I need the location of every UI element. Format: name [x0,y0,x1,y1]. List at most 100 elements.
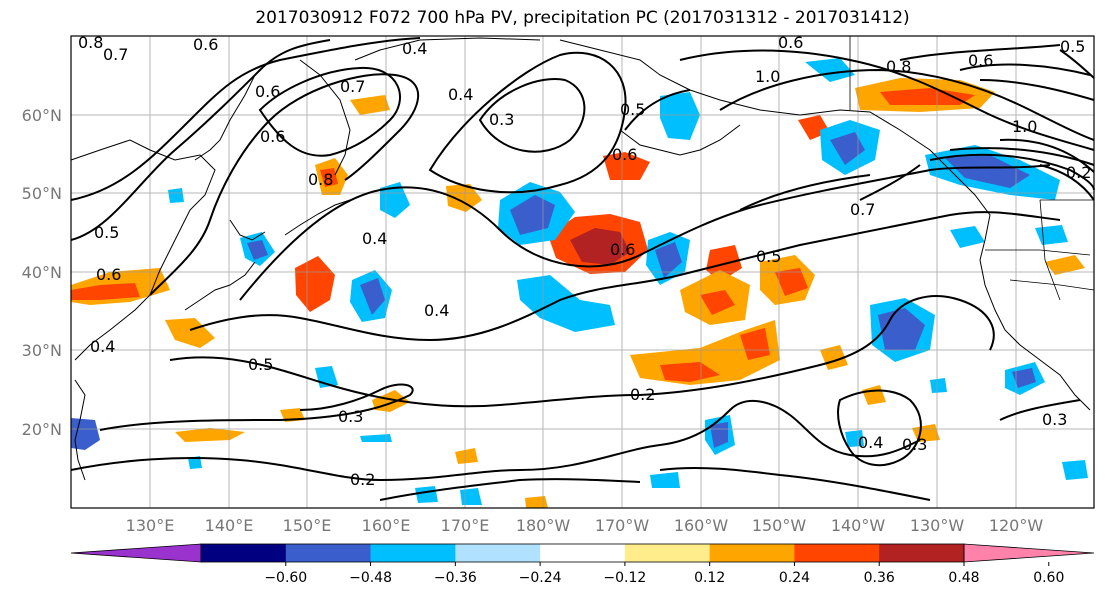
contour-label: 0.4 [424,301,449,320]
contour-label: 0.4 [402,39,427,58]
precip-negative-area [168,188,184,203]
lon-label: 180°W [516,516,571,535]
precip-negative-area [360,434,392,442]
lon-label: 130°E [126,516,175,535]
contour-label: 0.5 [620,100,645,119]
precip-positive-area [570,228,630,265]
precip-negative-area [950,226,985,248]
borders [849,36,1095,301]
contour-label: 0.6 [612,145,637,164]
contour-label: 0.2 [1066,163,1091,182]
contour-label: 0.8 [308,170,333,189]
lon-label: 170°E [441,516,490,535]
contour-label: 0.6 [968,51,993,70]
colorbar-segment [201,544,287,562]
colorbar-tick-label: −0.24 [519,570,562,586]
colorbar-segment [455,544,541,562]
lon-label: 120°W [989,516,1044,535]
colorbar-tick-label: −0.36 [434,570,477,586]
precip-negative-area [1012,368,1036,388]
precip-positive-area [446,184,482,212]
lat-label: 50°N [22,184,62,203]
contour-label: 0.6 [255,82,280,101]
precip-negative-area [805,58,855,82]
contour-label: 0.5 [756,247,781,266]
coastlines [70,37,1091,481]
contour-label: 0.4 [90,337,115,356]
contour-label: 0.7 [850,200,875,219]
lon-label: 140°W [831,516,886,535]
precip-negative-area [930,378,947,393]
contour-label: 0.3 [902,435,927,454]
lon-label: 170°W [595,516,650,535]
lat-label: 40°N [22,263,62,282]
latitude-labels: 60°N 50°N 40°N 30°N 20°N [22,106,62,439]
colorbar: −0.60 −0.48 −0.36 −0.24 −0.12 0.12 0.24 0.36 0.4… [70,543,1095,586]
colorbar-tick-label: −0.60 [264,570,307,586]
contour-label: 0.2 [630,385,655,404]
contour-label: 0.7 [340,77,365,96]
precip-negative-area [517,275,615,332]
longitude-labels: 130°E 140°E 150°E 160°E 170°E 180°W 170°… [126,516,1044,535]
precip-negative-area [1062,460,1088,480]
colorbar-segment [285,544,372,562]
precip-positive-area [455,448,478,464]
precip-negative-area [415,486,438,503]
colorbar-segment [624,544,711,562]
colorbar-tick-label: −0.48 [349,570,392,586]
contour-label: 0.5 [1060,37,1085,56]
precip-positive-area [880,88,975,105]
contour-label: 0.3 [489,110,514,129]
precip-negative-area [650,472,680,488]
precip-negative-area [360,278,385,315]
contour-label: 0.6 [260,127,285,146]
precip-positive-area [660,362,720,382]
contour-labels: 0.8 0.7 0.6 0.4 0.6 0.7 0.6 0.8 0.4 0.3 … [78,33,1091,489]
contour-label: 0.6 [96,265,121,284]
precip-positive-area [603,152,650,180]
precip-negative-area [510,195,555,235]
precip-positive-area [525,496,548,508]
contour-label: 0.6 [778,33,803,52]
contour-label: 1.0 [1012,117,1037,136]
graticule [71,36,1094,508]
lon-label: 160°W [674,516,729,535]
colorbar-segment [709,544,795,562]
lat-label: 20°N [22,420,62,439]
colorbar-segment [879,544,965,562]
precip-negative-area [655,242,682,278]
contour-label: 1.0 [755,67,780,86]
precip-positive-area [71,283,140,300]
colorbar-tick-label: 0.60 [1033,570,1064,586]
contour-label: 0.6 [193,35,218,54]
contour-label: 0.2 [350,470,375,489]
lon-label: 130°W [910,516,965,535]
precip-negative-area [945,155,1030,188]
precip-positive-area [320,168,338,187]
precip-negative-area [660,92,700,140]
precip-negative-area [845,430,864,447]
colorbar-tick-label: 0.48 [948,570,979,586]
contour-label: 0.3 [1042,410,1067,429]
precip-negative-area [380,182,410,218]
precip-positive-area [700,290,735,315]
precip-negative-area [247,240,268,260]
contour-label: 0.5 [248,355,273,374]
precip-positive-area [295,256,335,312]
precip-negative-area [830,132,865,165]
colorbar-extension-min [70,543,202,563]
contour-label: 0.3 [338,407,363,426]
colorbar-tick-label: −0.12 [603,570,646,586]
colorbar-tick-label: 0.36 [864,570,895,586]
lon-label: 150°W [752,516,807,535]
pv-contours [70,37,1095,501]
map-border [70,35,1095,509]
colorbar-outline [200,543,965,563]
contour-label: 0.4 [448,85,473,104]
precip-positive-area [740,328,770,360]
lon-label: 140°E [205,516,254,535]
contour-label: 0.6 [610,240,635,259]
map-title: 2017030912 F072 700 hPa PV, precipitatio… [255,8,910,28]
colorbar-segment [794,544,880,562]
